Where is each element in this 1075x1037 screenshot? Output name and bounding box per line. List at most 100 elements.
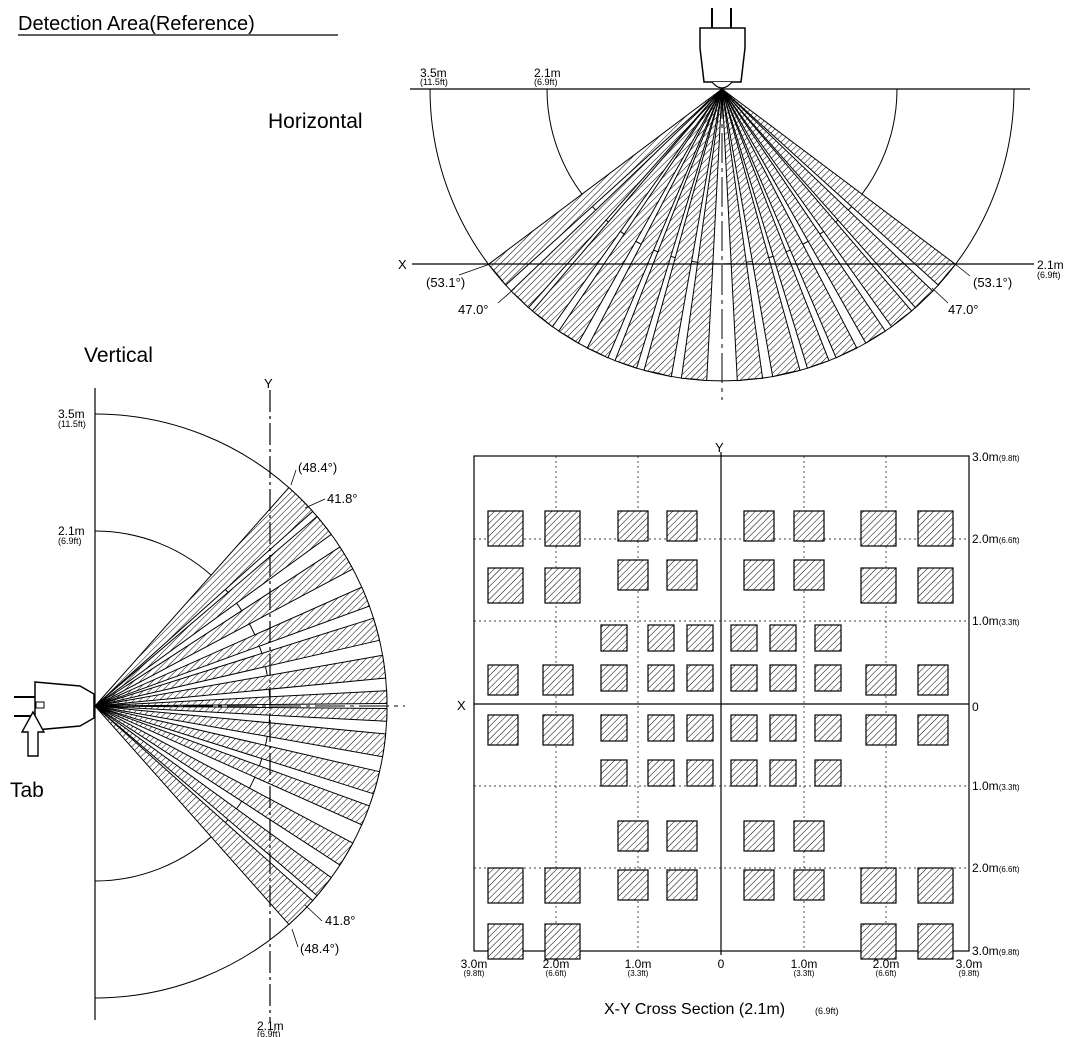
horizontal-beam	[721, 88, 801, 378]
h-axis-end-ft: (6.9ft)	[1037, 270, 1061, 280]
detection-zone	[793, 820, 825, 852]
horizontal-beam	[721, 88, 830, 369]
cross-section-right-labels: 3.0m(9.8ft) 2.0m(6.6ft) 1.0m(3.3ft) 0 1.0m(3…	[972, 450, 1020, 958]
detection-zone	[544, 567, 581, 604]
detection-zone	[487, 867, 524, 904]
horizontal-beam	[721, 88, 764, 382]
detection-zone	[769, 664, 797, 692]
vertical-beam	[94, 705, 388, 722]
xy-y-axis-label: Y	[715, 440, 724, 455]
detection-zone	[647, 664, 675, 692]
vertical-beam	[94, 617, 381, 707]
v-angle-outer-bottom: (48.4°)	[300, 941, 339, 956]
detection-zone	[617, 820, 649, 852]
detection-zone	[793, 559, 825, 591]
scale-label-bottom: 1.0m	[791, 957, 818, 971]
detection-zone	[743, 869, 775, 901]
vertical-beams	[94, 486, 388, 926]
detection-zone	[730, 624, 758, 652]
detection-zone	[487, 714, 519, 746]
detection-zone	[600, 664, 628, 692]
h-inner-radius-m: 2.1m	[534, 66, 561, 80]
detection-zone	[917, 867, 954, 904]
scale-label-right: 3.0m(9.8ft)	[972, 450, 1020, 464]
horizontal-beam	[557, 88, 723, 344]
scale-label-bottom: 2.0m	[873, 957, 900, 971]
detection-zone	[666, 820, 698, 852]
detection-zone	[814, 759, 842, 787]
scale-label-right: 0	[972, 700, 979, 714]
detection-zone	[769, 624, 797, 652]
detection-zone	[743, 820, 775, 852]
detection-zone	[860, 510, 897, 547]
detection-zone	[743, 510, 775, 542]
horizontal-beam	[531, 88, 723, 328]
vertical-beam	[94, 586, 371, 707]
detection-zone	[917, 714, 949, 746]
detection-zone	[865, 714, 897, 746]
detection-zone	[666, 510, 698, 542]
detection-zone	[686, 714, 714, 742]
scale-label-bottom-ft: (9.8ft)	[959, 969, 980, 978]
scale-label-bottom-ft: (6.6ft)	[876, 969, 897, 978]
detection-zone	[600, 714, 628, 742]
horizontal-beams	[487, 88, 957, 382]
horizontal-beam	[680, 88, 723, 382]
v-angle-inner-top: 41.8°	[327, 491, 358, 506]
cross-section-caption: X-Y Cross Section (2.1m)	[604, 1001, 785, 1018]
detection-zone	[617, 869, 649, 901]
v-axis-end-m: 2.1m	[257, 1019, 284, 1033]
vertical-beam	[94, 705, 354, 866]
vertical-beam	[94, 486, 314, 707]
scale-label-bottom: 1.0m	[625, 957, 652, 971]
cross-section-diagram: X Y 3.0m(9.8ft)2.0m(6.6ft)1.0m(3.3ft)01.…	[457, 440, 1020, 1018]
detection-zone	[647, 714, 675, 742]
v-outer-radius-ft: (11.5ft)	[58, 419, 86, 429]
v-inner-radius-ft: (6.9ft)	[58, 536, 82, 546]
detection-zone	[487, 923, 524, 960]
detection-zone	[542, 714, 574, 746]
v-y-axis-label: Y	[264, 376, 273, 391]
h-angle-outer-left: (53.1°)	[426, 275, 465, 290]
detection-zone	[730, 759, 758, 787]
vertical-beam	[94, 515, 332, 707]
horizontal-diagram: Horizontal 3.5m (11.5ft) 2.1m (6.9ft) X …	[268, 8, 1064, 400]
scale-label-right: 1.0m(3.3ft)	[972, 614, 1020, 628]
scale-label-right: 2.0m(6.6ft)	[972, 861, 1020, 875]
sensor-top-icon	[699, 8, 746, 89]
detection-zone	[814, 714, 842, 742]
detection-zone	[666, 559, 698, 591]
horizontal-beam	[721, 88, 913, 328]
detection-zone	[917, 664, 949, 696]
detection-zone	[814, 664, 842, 692]
h-angle-inner-left: 47.0°	[458, 302, 489, 317]
detection-zone	[730, 664, 758, 692]
scale-label-bottom-ft: (3.3ft)	[794, 969, 815, 978]
detection-zone	[860, 867, 897, 904]
scale-label-bottom-ft: (3.3ft)	[628, 969, 649, 978]
v-outer-radius-m: 3.5m	[58, 407, 85, 421]
detection-zone	[647, 624, 675, 652]
horizontal-heading: Horizontal	[268, 110, 363, 133]
detection-zone	[860, 923, 897, 960]
detection-zone	[793, 510, 825, 542]
detection-zone	[544, 510, 581, 547]
horizontal-beam	[721, 88, 887, 344]
tab-label: Tab	[10, 779, 44, 802]
detection-zone	[793, 869, 825, 901]
page-title: Detection Area(Reference)	[18, 13, 255, 35]
detection-zone	[487, 664, 519, 696]
detection-zone	[769, 759, 797, 787]
cross-section-bottom-labels: 3.0m(9.8ft)2.0m(6.6ft)1.0m(3.3ft)0 1.0m(3…	[461, 957, 983, 978]
detection-zone	[860, 567, 897, 604]
v-angle-outer-top: (48.4°)	[298, 460, 337, 475]
h-axis-end-m: 2.1m	[1037, 258, 1064, 272]
horizontal-beam	[586, 88, 723, 359]
scale-label-right: 2.0m(6.6ft)	[972, 532, 1020, 546]
detection-zone	[617, 559, 649, 591]
v-angle-inner-bottom: 41.8°	[325, 913, 356, 928]
scale-label-bottom: 0	[718, 957, 725, 971]
xy-x-axis-label: X	[457, 698, 466, 713]
detection-zone	[769, 714, 797, 742]
